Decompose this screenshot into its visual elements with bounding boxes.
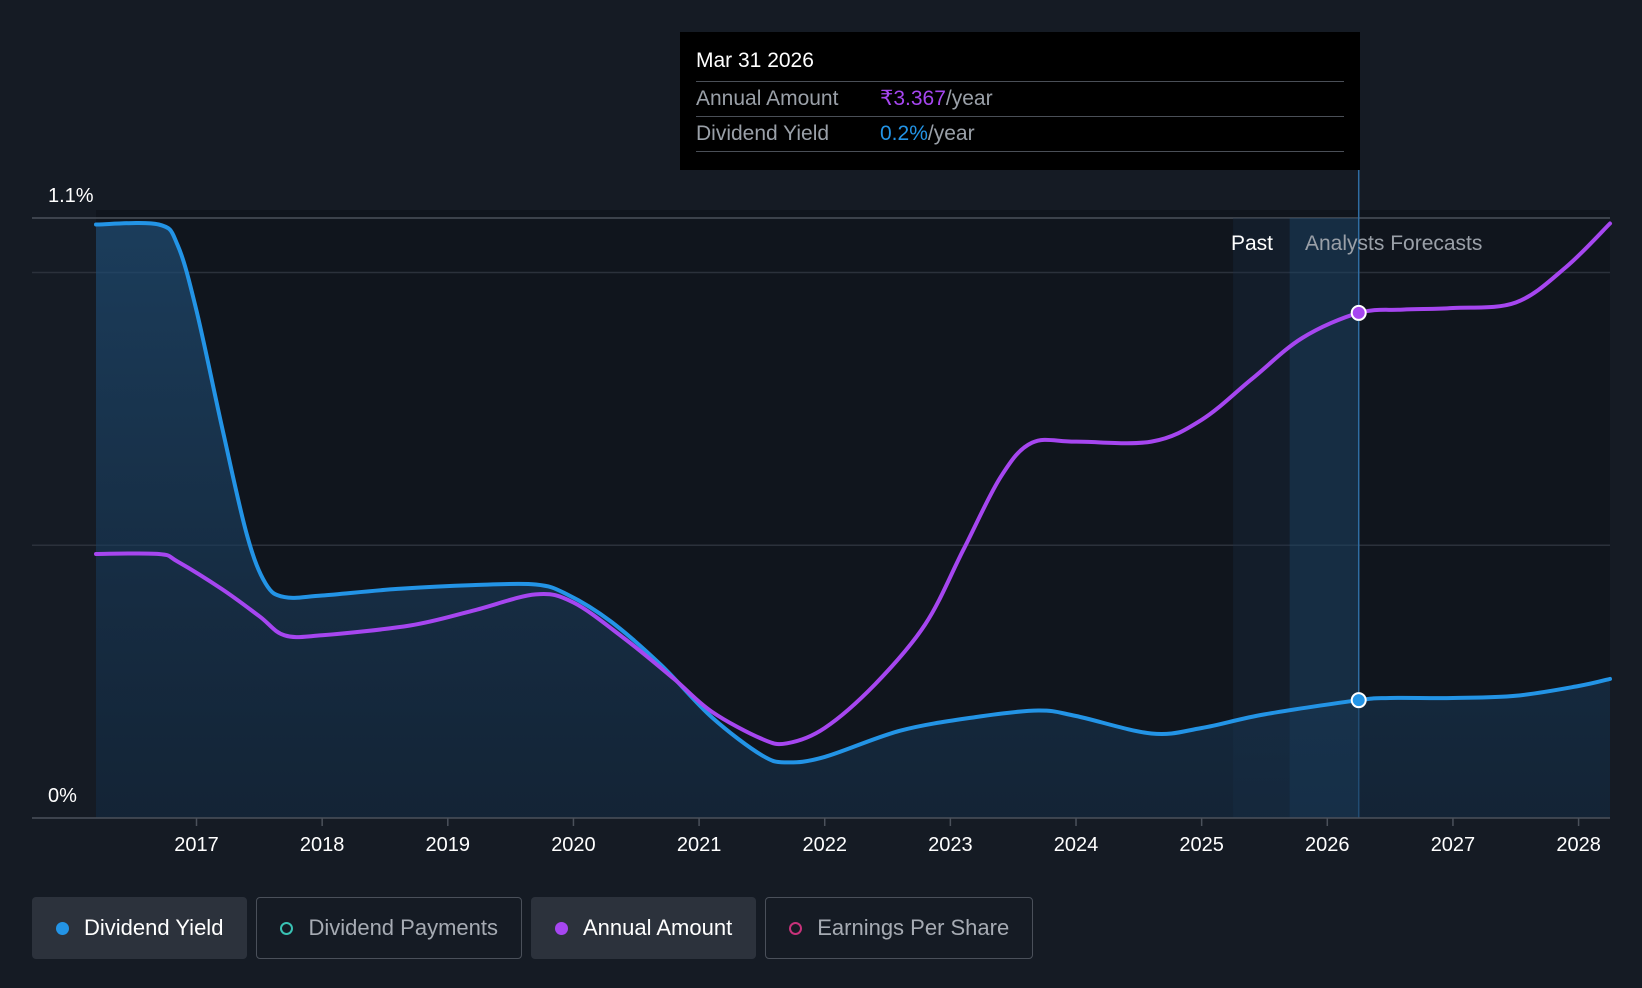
yield-area bbox=[96, 222, 1610, 818]
tooltip-annual-row: Annual Amount ₹3.367/year bbox=[696, 81, 1344, 116]
legend-dividend-payments-button[interactable]: Dividend Payments bbox=[256, 897, 522, 959]
x-tick-label: 2017 bbox=[174, 834, 219, 856]
x-tick-label: 2025 bbox=[1179, 834, 1224, 856]
x-axis: 2017 2018 2019 2020 2021 2022 2023 2024 2025 2026… bbox=[32, 817, 1610, 856]
legend-dividend-yield-label: Dividend Yield bbox=[84, 915, 224, 940]
dividend-chart: 2017 2018 2019 2020 2021 2022 2023 2024 2025 2026… bbox=[32, 170, 1612, 856]
dividend-yield-dot-icon bbox=[56, 921, 69, 935]
past-label: Past bbox=[1231, 232, 1273, 255]
tooltip-annual-label: Annual Amount bbox=[696, 87, 839, 110]
dividend-payments-dot-icon bbox=[280, 921, 294, 935]
x-tick-label: 2028 bbox=[1556, 834, 1601, 856]
chart-tooltip: Mar 31 2026 Annual Amount ₹3.367/year Di… bbox=[680, 32, 1360, 170]
dividend-yield-marker bbox=[1350, 692, 1367, 709]
legend-earnings-per-share-label: Earnings Per Share bbox=[817, 915, 1010, 940]
annual-amount-dot-icon bbox=[554, 921, 568, 935]
x-tick-label: 2026 bbox=[1305, 834, 1350, 856]
highlight-markers bbox=[1350, 304, 1367, 709]
tooltip-annual-value: ₹3.367 bbox=[880, 87, 946, 110]
tooltip-annual-value-wrap: ₹3.367/year bbox=[880, 82, 993, 116]
tooltip-yield-unit: /year bbox=[927, 122, 975, 145]
legend-dividend-payments-label: Dividend Payments bbox=[308, 915, 498, 940]
annual-amount-marker bbox=[1350, 304, 1367, 321]
chart-legend: Dividend Yield Dividend Payments Annual … bbox=[32, 897, 1034, 961]
tooltip-yield-value-wrap: 0.2%/year bbox=[880, 117, 975, 151]
tooltip-yield-value: 0.2% bbox=[880, 122, 928, 145]
tooltip-annual-unit: /year bbox=[945, 87, 993, 110]
x-tick-label: 2027 bbox=[1431, 834, 1476, 856]
x-tick-label: 2018 bbox=[300, 834, 345, 856]
y-tick-label-min: 0% bbox=[48, 785, 77, 807]
earnings-per-share-dot-icon bbox=[789, 921, 803, 935]
legend-dividend-yield-button[interactable]: Dividend Yield bbox=[32, 897, 248, 959]
legend-earnings-per-share-button[interactable]: Earnings Per Share bbox=[765, 897, 1034, 959]
tooltip-yield-label: Dividend Yield bbox=[696, 122, 830, 145]
y-tick-label-max: 1.1% bbox=[48, 185, 94, 207]
x-tick-label: 2020 bbox=[551, 834, 596, 856]
x-tick-label: 2024 bbox=[1054, 834, 1099, 856]
tooltip-yield-row: Dividend Yield 0.2%/year bbox=[696, 116, 1344, 152]
x-tick-label: 2021 bbox=[677, 834, 722, 856]
series-lines bbox=[94, 221, 1612, 765]
legend-annual-amount-label: Annual Amount bbox=[582, 915, 733, 940]
x-tick-label: 2023 bbox=[928, 834, 973, 856]
legend-annual-amount-button[interactable]: Annual Amount bbox=[530, 897, 757, 959]
dividend-yield-line bbox=[94, 221, 1612, 765]
annual-amount-line bbox=[94, 221, 1612, 747]
dividend-yield-area bbox=[96, 222, 1610, 818]
forecast-label: Analysts Forecasts bbox=[1305, 232, 1482, 255]
tooltip-date: Mar 31 2026 bbox=[696, 49, 814, 72]
x-tick-label: 2022 bbox=[802, 834, 847, 856]
x-tick-label: 2019 bbox=[426, 834, 471, 856]
